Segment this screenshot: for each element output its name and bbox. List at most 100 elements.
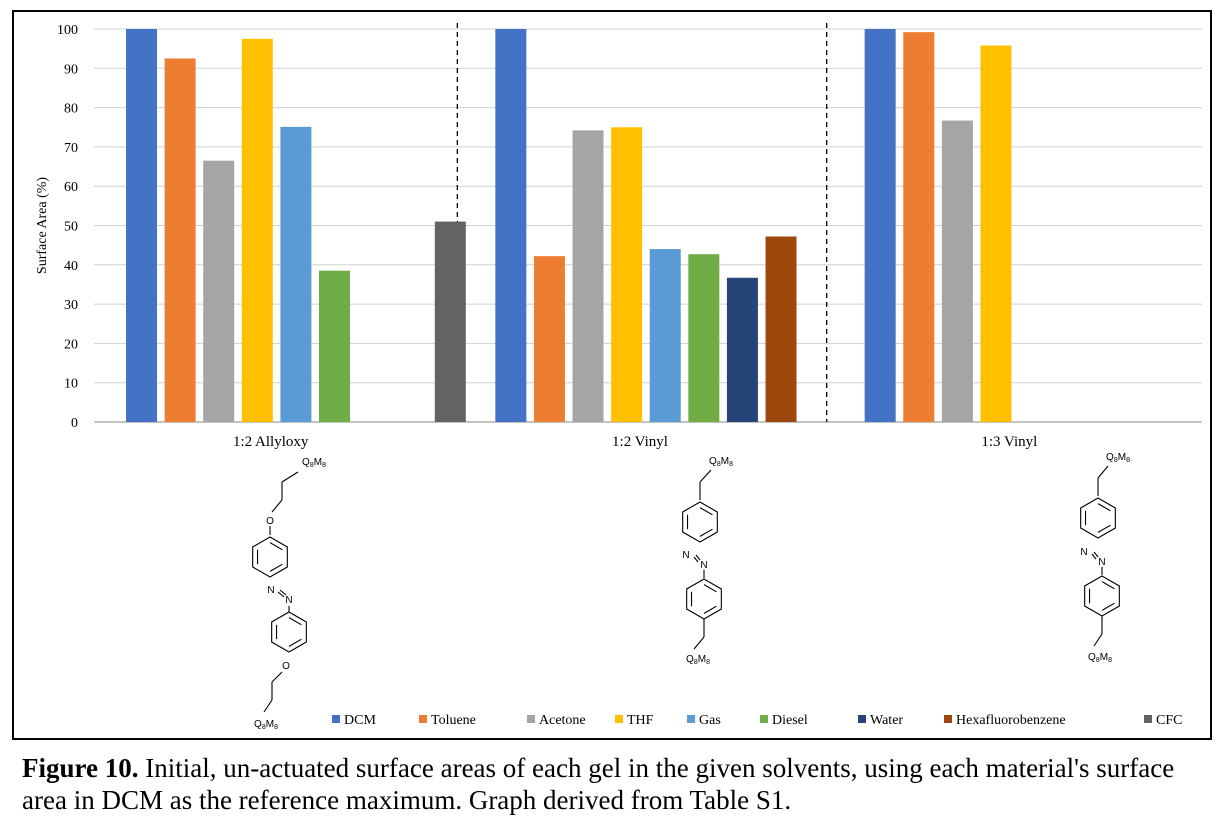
qm-label: Q8M8 [1106,452,1130,464]
legend-swatch-toluene [419,715,427,723]
bar-diesel-0 [319,270,350,422]
legend-swatch-cfc [1144,715,1152,723]
y-tick-label: 10 [64,377,78,392]
bond [271,671,283,683]
atom-label: N [267,585,274,596]
aromatic-bond [1097,524,1111,533]
qm-label: Q8M8 [302,457,326,469]
legend-label-acetone: Acetone [539,713,586,728]
legend-swatch-water [858,715,866,723]
y-tick-label: 80 [64,102,78,117]
qm-label: Q8M8 [709,456,733,468]
bar-toluene-2 [903,32,935,423]
category-label: 1:2 Vinyl [612,434,668,450]
benzene-ring-upper [682,501,718,543]
legend-label-toluene: Toluene [431,713,476,728]
bond [695,554,701,561]
aromatic-bond [288,638,302,647]
qm-label: Q8M8 [686,654,710,666]
aromatic-bond [1101,602,1115,611]
y-tick-label: 50 [64,220,78,235]
benzene-ring-upper [1080,497,1116,539]
bond [263,699,273,713]
benzene-ring-upper [252,536,288,578]
y-axis-title: Surface Area (%) [35,177,50,275]
aromatic-bond [269,563,283,572]
figure-caption: Figure 10. Initial, un-actuated surface … [22,752,1212,816]
y-tick-label: 30 [64,298,78,313]
bar-acetone-1 [572,130,604,423]
legend-label-water: Water [870,713,903,728]
bar-gas-0 [280,126,312,423]
atom-label: O [266,516,274,527]
bond [279,589,287,596]
y-tick-label: 70 [64,141,78,156]
aromatic-bond [288,617,302,626]
bar-water-1 [726,277,758,422]
bond [277,591,285,598]
legend-swatch-gas [687,715,695,723]
aromatic-bond [703,605,717,614]
bar-thf-1 [611,127,643,422]
legend-swatch-diesel [760,715,768,723]
bar-acetone-0 [203,160,235,422]
atom-label: O [282,661,290,672]
bar-acetone-2 [941,120,973,422]
legend-label-dcm: DCM [344,713,376,728]
bar-toluene-0 [164,58,196,422]
y-tick-label: 90 [64,62,78,77]
legend-swatch-dcm [332,715,340,723]
y-tick-label: 20 [64,337,78,352]
qm-label: Q8M8 [1088,652,1112,664]
bar-thf-0 [241,38,273,422]
atom-label: N [682,550,689,561]
bar-thf-2 [980,45,1012,422]
legend-swatch-acetone [527,715,535,723]
aromatic-bond [1101,581,1115,590]
legend-label-gas: Gas [699,713,721,728]
atom-label: N [1080,547,1087,558]
bond [693,556,699,563]
aromatic-bond [699,528,713,537]
atom-label: N [700,560,707,571]
legend-label-diesel: Diesel [772,713,808,728]
category-label: 1:3 Vinyl [981,434,1037,450]
bar-hexafluorobenzene-1 [765,236,797,422]
legend-label-hexafluorobenzene: Hexafluorobenzene [956,713,1066,728]
bar-dcm-2 [864,29,896,422]
bond [281,471,299,483]
y-tick-label: 0 [71,416,78,431]
caption-label: Figure 10. [22,753,139,783]
bond [699,469,712,483]
caption-text: Initial, un-actuated surface areas of ea… [22,753,1175,815]
benzene-ring-lower [271,611,307,653]
aromatic-bond [269,542,283,551]
qm-label: Q8M8 [254,719,278,731]
bond [1093,551,1099,558]
legend-swatch-thf [615,715,623,723]
legend-label-cfc: CFC [1156,713,1182,728]
bar-dcm-0 [126,29,157,422]
legend-label-thf: THF [627,713,654,728]
bar-gas-1 [649,249,681,422]
bar-diesel-1 [688,254,720,422]
y-tick-label: 60 [64,180,78,195]
bar-chart: 0 10 20 30 40 50 60 70 80 90 100 Surface Area (%) 1:… [35,23,1202,731]
legend-swatch-hexafluorobenzene [944,715,952,723]
bar-dcm-1 [495,29,527,422]
aromatic-bond [703,584,717,593]
bond [1091,553,1097,560]
atom-label: N [285,595,292,606]
bond [1093,633,1103,647]
y-tick-label: 40 [64,259,78,274]
aromatic-bond [1097,503,1111,512]
bond [271,499,283,513]
category-label: 1:2 Allyloxy [233,434,309,450]
aromatic-bond [699,507,713,516]
chart-frame: 0 10 20 30 40 50 60 70 80 90 100 Surface Area (%) 1:… [12,10,1212,740]
bar-toluene-1 [533,256,565,422]
bond [693,636,705,650]
bar-cfc-0 [434,221,466,422]
y-tick-label: 100 [57,23,78,38]
atom-label: N [1098,557,1105,568]
